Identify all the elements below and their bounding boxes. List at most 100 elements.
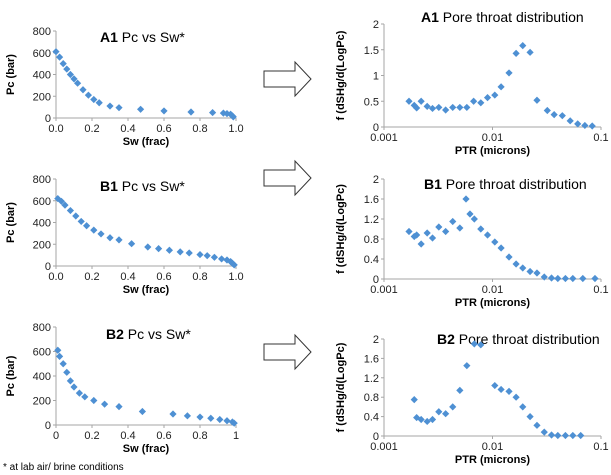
data-point bbox=[77, 217, 85, 226]
x-tick-label: 1.0 bbox=[228, 271, 243, 283]
data-point bbox=[63, 368, 71, 376]
chart-title-text: Pore throat distribution bbox=[459, 331, 600, 347]
data-point bbox=[423, 102, 431, 110]
y-axis-label: f (dSHg/d(LogPc) bbox=[335, 30, 347, 120]
data-point bbox=[423, 229, 431, 237]
data-point bbox=[497, 244, 505, 252]
data-point bbox=[144, 243, 152, 251]
data-point bbox=[59, 360, 67, 368]
data-point bbox=[512, 260, 520, 268]
chart-title-text: Pc vs Sw* bbox=[122, 29, 186, 45]
data-point bbox=[483, 94, 492, 102]
data-point bbox=[540, 428, 548, 436]
data-point bbox=[74, 79, 82, 87]
data-point bbox=[533, 269, 541, 277]
data-point bbox=[483, 231, 492, 239]
data-point bbox=[106, 234, 114, 242]
data-point bbox=[477, 341, 485, 349]
x-tick-label: 0 bbox=[53, 430, 59, 442]
chart-title-id: A1 bbox=[421, 9, 443, 25]
data-point bbox=[210, 253, 218, 261]
y-tick-label: 0.5 bbox=[364, 96, 379, 108]
y-tick-label: 0 bbox=[373, 122, 379, 134]
data-point bbox=[543, 106, 551, 115]
data-point bbox=[550, 111, 558, 119]
data-point bbox=[90, 226, 98, 234]
data-point bbox=[470, 215, 478, 223]
data-point bbox=[410, 232, 418, 241]
data-point bbox=[410, 101, 418, 109]
y-tick-label: 800 bbox=[33, 174, 51, 186]
data-point bbox=[456, 386, 464, 395]
data-point bbox=[54, 194, 62, 203]
x-tick-label: 0.001 bbox=[370, 284, 398, 296]
data-point bbox=[57, 197, 65, 205]
footnote: * at lab air/ brine conditions bbox=[3, 462, 124, 473]
chart-B1-pc: 0 200 400 600 800 0.0 0.2 0.4 0.6 0.8 1.0 Sw (frac)… bbox=[5, 174, 244, 296]
chart-title-id: B2 bbox=[437, 331, 459, 347]
data-point bbox=[540, 273, 548, 281]
y-tick-label: 400 bbox=[33, 371, 51, 383]
data-point bbox=[442, 106, 450, 114]
y-tick-label: 0 bbox=[45, 113, 51, 125]
x-tick-label: 0.1 bbox=[593, 284, 608, 296]
x-tick-label: 0.01 bbox=[482, 441, 503, 453]
y-tick-label: 2 bbox=[373, 174, 379, 186]
data-point bbox=[577, 431, 585, 440]
x-axis-label: Sw (frac) bbox=[123, 136, 170, 148]
y-tick-label: 2 bbox=[373, 19, 379, 31]
x-tick-label: 0.6 bbox=[156, 430, 171, 442]
data-point bbox=[137, 105, 145, 113]
data-point bbox=[574, 120, 582, 128]
data-point bbox=[435, 223, 443, 231]
y-tick-label: 1.6 bbox=[364, 194, 379, 206]
y-tick-label: 600 bbox=[33, 347, 51, 359]
data-point bbox=[66, 70, 74, 79]
data-point bbox=[413, 104, 421, 112]
data-point bbox=[115, 104, 123, 112]
data-point bbox=[216, 415, 224, 424]
data-point bbox=[90, 95, 98, 104]
y-tick-label: 0.8 bbox=[364, 234, 379, 246]
y-tick-label: 1.2 bbox=[364, 214, 379, 226]
data-point bbox=[497, 385, 505, 394]
data-point bbox=[61, 201, 69, 209]
data-point bbox=[97, 230, 105, 238]
x-tick-label: 0.01 bbox=[482, 132, 503, 144]
data-point bbox=[209, 108, 217, 117]
y-axis-label: f (dSHg/d(LogPc) bbox=[335, 184, 347, 274]
chart-title: B2 Pc vs Sw* bbox=[106, 326, 191, 342]
data-point bbox=[512, 49, 520, 57]
x-axis-label: PTR (microns) bbox=[455, 454, 531, 466]
chart-title: B1 Pore throat distribution bbox=[424, 176, 587, 192]
data-point bbox=[90, 396, 98, 405]
data-point bbox=[491, 91, 499, 99]
data-point bbox=[63, 65, 71, 73]
y-tick-label: 800 bbox=[33, 322, 51, 334]
y-tick-label: 600 bbox=[33, 48, 51, 60]
y-tick-label: 0.4 bbox=[364, 412, 379, 424]
data-point bbox=[223, 417, 231, 425]
data-point bbox=[588, 122, 596, 130]
chart-A1-pc: 0 200 400 600 800 0.0 0.2 0.4 0.6 0.8 1.0 Sw (frac)… bbox=[5, 26, 244, 148]
data-point bbox=[52, 48, 60, 56]
chart-B2-pc: 0 200 400 600 800 0 0.2 0.4 0.6 0.8 1 Sw (frac) Pc (… bbox=[5, 322, 239, 455]
y-tick-label: 0 bbox=[45, 420, 51, 432]
data-point bbox=[417, 415, 425, 424]
data-point bbox=[491, 381, 499, 390]
data-point bbox=[512, 393, 520, 401]
data-point bbox=[470, 340, 478, 348]
x-tick-label: 0.8 bbox=[192, 430, 207, 442]
x-tick-label: 0.8 bbox=[192, 271, 207, 283]
data-point bbox=[413, 231, 421, 239]
data-point bbox=[183, 412, 191, 420]
data-point bbox=[477, 99, 485, 107]
x-tick-label: 1 bbox=[233, 430, 239, 442]
chart-title-text: Pore throat distribution bbox=[446, 176, 587, 192]
x-axis-label: PTR (microns) bbox=[455, 145, 531, 157]
data-point bbox=[405, 97, 413, 105]
data-point bbox=[526, 48, 534, 56]
data-point bbox=[463, 103, 471, 112]
y-axis-label: f (dSHg/d(LogPc) bbox=[335, 342, 347, 432]
data-point bbox=[547, 274, 556, 282]
